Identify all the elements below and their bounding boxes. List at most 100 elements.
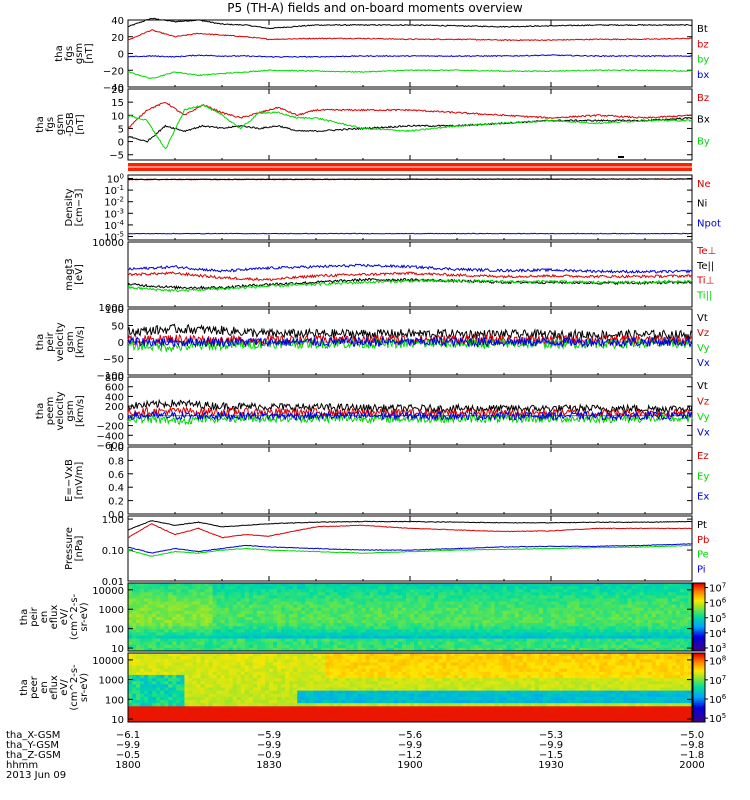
heatmap-cell — [502, 653, 508, 657]
heatmap-cell — [434, 647, 439, 652]
heatmap-cell — [337, 601, 343, 606]
heatmap-cell — [289, 638, 294, 643]
heatmap-cell — [663, 583, 669, 587]
heatmap-cell — [180, 632, 185, 637]
heatmap-cell — [619, 586, 625, 590]
heatmap-cell — [583, 617, 588, 621]
heatmap-cell — [538, 656, 544, 660]
heatmap-cell — [639, 662, 645, 667]
heatmap-cell — [389, 595, 395, 599]
heatmap-cell — [132, 620, 137, 624]
heatmap-cell — [236, 635, 242, 640]
heatmap-cell — [160, 671, 165, 676]
heatmap-cell — [361, 629, 367, 633]
heatmap-cell — [212, 595, 218, 599]
heatmap-cell — [337, 589, 343, 593]
heatmap-cell — [583, 583, 588, 587]
heatmap-cell — [470, 592, 475, 596]
heatmap-cell — [389, 617, 395, 621]
heatmap-cell — [518, 601, 524, 606]
heatmap-cell — [405, 601, 411, 606]
heatmap-cell — [631, 638, 637, 643]
heatmap-cell — [305, 635, 310, 640]
heatmap-cell — [269, 647, 274, 652]
heatmap-cell — [591, 592, 596, 596]
heatmap-cell — [623, 678, 629, 682]
heatmap-cell — [196, 674, 202, 679]
heatmap-cell — [579, 604, 584, 609]
legend-vt: Vt — [697, 313, 708, 324]
heatmap-cell — [522, 638, 528, 643]
y-axis-label-line: eV/ — [59, 608, 70, 625]
heatmap-cell — [526, 656, 532, 660]
heatmap-cell — [353, 610, 359, 615]
heatmap-cell — [410, 604, 415, 609]
heatmap-cell — [393, 629, 399, 633]
heatmap-cell — [140, 635, 145, 640]
heatmap-cell — [414, 644, 419, 649]
heatmap-cell — [458, 653, 463, 657]
heatmap-cell — [188, 586, 193, 590]
heatmap-cell — [579, 613, 584, 618]
heatmap-cell — [567, 635, 572, 640]
heatmap-cell — [438, 653, 443, 657]
heatmap-cell — [329, 626, 334, 630]
heatmap-cell — [240, 653, 246, 657]
heatmap-cell — [502, 659, 508, 663]
heatmap-cell — [297, 583, 302, 587]
heatmap-cell — [663, 629, 669, 633]
heatmap-cell — [490, 610, 496, 615]
heatmap-cell — [401, 613, 407, 618]
heatmap-cell — [397, 626, 403, 630]
heatmap-cell — [345, 601, 351, 606]
heatmap-cell — [458, 629, 463, 633]
heatmap-cell — [136, 626, 141, 630]
colorbar-cell — [693, 598, 705, 601]
heatmap-cell — [462, 632, 467, 637]
heatmap-cell — [462, 598, 467, 603]
heatmap-cell — [260, 674, 266, 679]
heatmap-cell — [607, 674, 612, 679]
heatmap-cell — [357, 620, 363, 624]
heatmap-cell — [526, 665, 532, 670]
heatmap-cell — [591, 589, 596, 593]
heatmap-cell — [478, 595, 484, 599]
heatmap-cell — [132, 641, 137, 646]
heatmap-cell — [522, 641, 528, 646]
heatmap-cell — [591, 668, 596, 673]
heatmap-cell — [365, 638, 371, 643]
heatmap-cell — [188, 610, 193, 615]
heatmap-cell — [438, 610, 443, 615]
heatmap-cell — [365, 641, 371, 646]
heatmap-cell — [377, 629, 383, 633]
heatmap-cell — [405, 671, 411, 676]
heatmap-cell — [530, 653, 536, 657]
heatmap-cell — [643, 671, 649, 676]
heatmap-cell — [260, 656, 266, 660]
heatmap-cell — [675, 638, 681, 643]
heatmap-cell — [659, 583, 665, 587]
heatmap-cell — [397, 632, 403, 637]
heatmap-cell — [405, 632, 411, 637]
heatmap-cell — [510, 659, 516, 663]
heatmap-cell — [542, 626, 548, 630]
heatmap-cell — [671, 647, 677, 652]
heatmap-cell — [583, 598, 588, 603]
heatmap-cell — [679, 665, 685, 670]
heatmap-cell — [160, 632, 165, 637]
heatmap-cell — [381, 629, 387, 633]
heatmap-cell — [405, 665, 411, 670]
heatmap-cell — [244, 620, 250, 624]
heatmap-cell — [555, 662, 560, 667]
heatmap-cell — [140, 638, 145, 643]
heatmap-cell — [454, 613, 459, 618]
heatmap-cell — [619, 662, 625, 667]
heatmap-cell — [313, 617, 318, 621]
heatmap-cell — [647, 653, 653, 657]
heatmap-cell — [559, 671, 564, 676]
heatmap-cell — [482, 629, 488, 633]
heatmap-cell — [309, 635, 314, 640]
heatmap-cell — [647, 638, 653, 643]
heatmap-cell — [470, 604, 475, 609]
heatmap-cell — [482, 610, 488, 615]
